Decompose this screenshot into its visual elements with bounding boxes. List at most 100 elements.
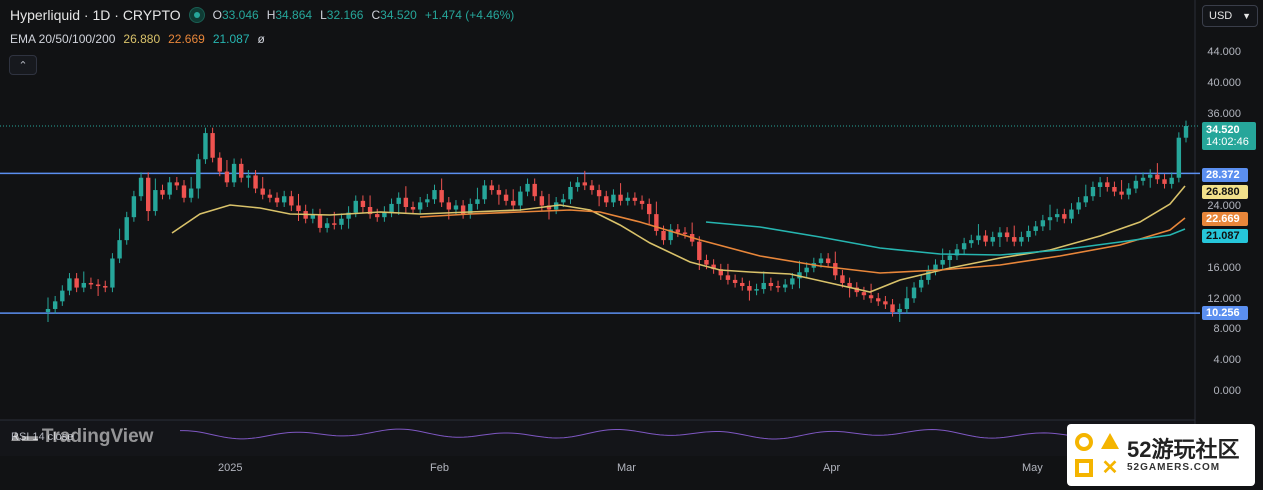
candle xyxy=(747,286,752,291)
candle xyxy=(775,286,781,288)
ohlc-readout: O33.046 H34.864 L32.166 C34.520 +1.474 (… xyxy=(212,8,515,22)
market-status-icon xyxy=(188,7,205,23)
candle xyxy=(274,197,280,203)
candle xyxy=(146,177,151,212)
price-tick-label: 4.000 xyxy=(1213,354,1241,366)
candle xyxy=(668,229,673,241)
candle xyxy=(217,157,222,172)
candle xyxy=(375,214,380,218)
candle xyxy=(525,183,530,192)
candle xyxy=(947,255,953,261)
candle xyxy=(210,133,215,158)
watermark-text: TradingView xyxy=(41,426,154,447)
candle xyxy=(1069,209,1074,219)
candle xyxy=(532,183,537,197)
candle xyxy=(718,269,723,276)
candle xyxy=(1105,182,1110,187)
candle xyxy=(611,194,616,203)
candle xyxy=(224,171,230,183)
candle xyxy=(897,308,902,313)
tradingview-logo-icon: ▲▬ xyxy=(8,428,38,445)
candle xyxy=(317,214,323,228)
candle xyxy=(632,197,638,201)
candle xyxy=(1176,137,1182,178)
close-value: 34.520 xyxy=(380,8,417,22)
candle xyxy=(704,260,709,265)
change-value: +1.474 (+4.46%) xyxy=(424,8,515,22)
candle xyxy=(911,287,917,299)
candle xyxy=(160,190,165,195)
candle xyxy=(253,175,258,189)
candle xyxy=(589,185,595,191)
rsi-label[interactable]: RSI 14 close xyxy=(11,431,74,443)
candle xyxy=(825,258,831,264)
candle xyxy=(153,190,158,212)
candle xyxy=(289,196,294,206)
date-label-feb: Feb xyxy=(430,462,449,474)
bar-countdown: 14:02:46 xyxy=(1206,136,1249,148)
open-value: 33.046 xyxy=(222,8,259,22)
candle xyxy=(847,282,852,288)
last-price-label: 34.520 14:02:46 xyxy=(1202,122,1256,150)
site-badge[interactable]: ✕ 52游玩社区 52GAMERS.COM xyxy=(1067,424,1255,486)
candle xyxy=(446,202,452,210)
candle xyxy=(231,163,237,183)
collapse-legend-button[interactable]: ⌃ xyxy=(9,55,37,75)
candle xyxy=(403,197,409,207)
candle xyxy=(561,199,566,203)
tradingview-watermark[interactable]: ▲▬ TradingView xyxy=(8,426,153,448)
symbol-title[interactable]: Hyperliquid · 1D · CRYPTO xyxy=(10,7,181,23)
candle xyxy=(854,287,859,293)
candle xyxy=(324,223,330,228)
ema200-value: ø xyxy=(257,32,265,46)
candle xyxy=(861,292,867,296)
candle xyxy=(453,205,459,210)
candle xyxy=(1004,232,1010,238)
candle xyxy=(983,235,988,242)
ema-label: EMA 20/50/100/200 xyxy=(10,32,116,46)
currency-label: USD xyxy=(1209,10,1233,22)
candle xyxy=(489,185,494,191)
candle xyxy=(1119,191,1124,195)
candle xyxy=(196,159,201,189)
candle xyxy=(281,196,287,203)
candle xyxy=(367,207,373,215)
candle xyxy=(468,203,473,215)
candle xyxy=(1076,202,1081,210)
candle xyxy=(103,286,108,288)
candle xyxy=(790,278,795,285)
candle xyxy=(639,200,645,204)
date-label-mar: Mar xyxy=(617,462,636,474)
rsi-pane xyxy=(0,420,1195,456)
candle xyxy=(969,240,974,244)
candle xyxy=(1083,196,1088,203)
candle xyxy=(840,275,845,283)
ema-legend[interactable]: EMA 20/50/100/200 26.880 22.669 21.087 ø xyxy=(10,32,265,46)
candle xyxy=(1033,226,1038,231)
candle xyxy=(976,235,981,241)
candle xyxy=(740,282,745,287)
candle xyxy=(1062,214,1067,219)
candle xyxy=(868,295,874,299)
candle xyxy=(1155,174,1160,180)
candle xyxy=(804,267,809,273)
candle xyxy=(396,197,401,204)
candle xyxy=(174,182,180,186)
candle xyxy=(389,203,394,213)
candle xyxy=(432,190,437,200)
candle xyxy=(1047,217,1053,221)
candle xyxy=(918,279,924,288)
candle xyxy=(88,282,94,285)
candle xyxy=(332,223,337,225)
candle xyxy=(1019,237,1024,242)
candle xyxy=(725,275,731,280)
candle xyxy=(131,196,137,218)
candle xyxy=(496,190,502,195)
price-tick-label: 0.000 xyxy=(1213,384,1241,397)
candle xyxy=(711,264,716,270)
candle xyxy=(904,298,910,309)
currency-select[interactable]: USD ▼ xyxy=(1202,5,1258,27)
candle xyxy=(1097,182,1103,187)
price-tick-label: 44.000 xyxy=(1207,46,1241,58)
